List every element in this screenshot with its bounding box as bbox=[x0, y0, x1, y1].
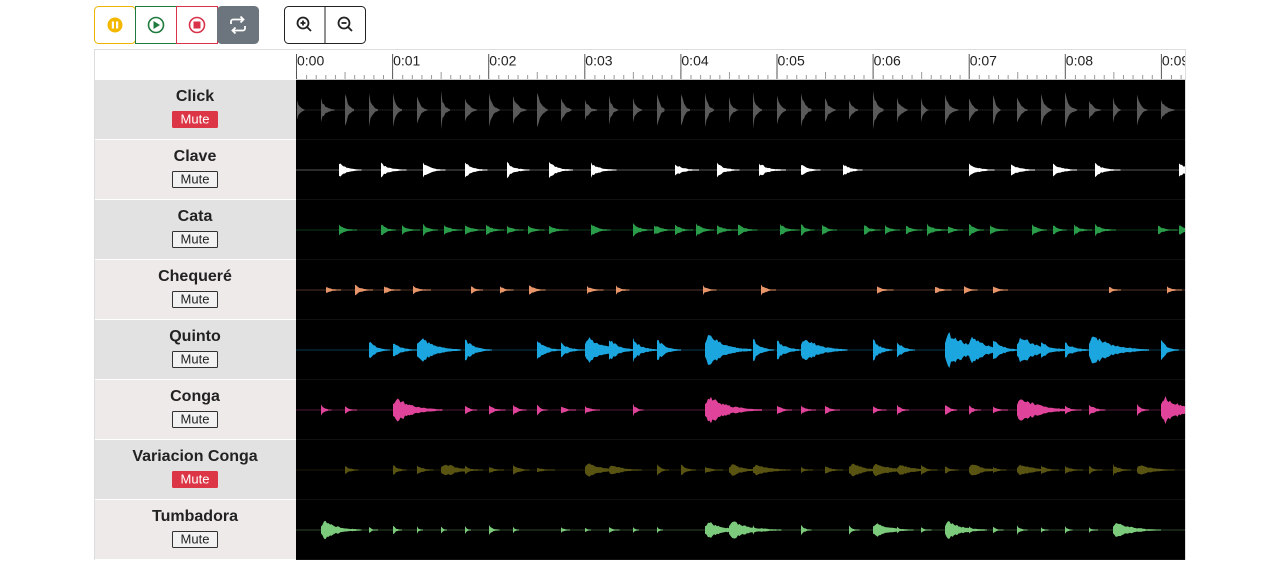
track-name: Conga bbox=[170, 388, 220, 405]
time-label: 0:00 bbox=[297, 53, 324, 69]
track-label-cell bbox=[95, 440, 296, 500]
mute-label: Mute bbox=[181, 351, 210, 366]
mute-button[interactable] bbox=[172, 111, 218, 128]
mute-label: Mute bbox=[181, 291, 210, 306]
track-label-cell bbox=[95, 320, 296, 380]
stop-icon bbox=[188, 16, 206, 34]
track-name: Click bbox=[176, 88, 214, 105]
timeline: 0:00 0:01 0:02 0:03 0:04 0:05 0:06 0:07 0:08 0:09 bbox=[296, 53, 1189, 80]
waveform bbox=[339, 161, 1185, 179]
mute-button[interactable] bbox=[172, 411, 218, 428]
track-label-cell bbox=[95, 140, 296, 200]
track-label-cell bbox=[95, 380, 296, 440]
waveform bbox=[345, 463, 1185, 477]
mute-button[interactable] bbox=[172, 531, 218, 548]
mute-button[interactable] bbox=[172, 291, 218, 308]
zoom-out-button[interactable] bbox=[337, 16, 353, 32]
waveform bbox=[339, 223, 1185, 237]
waveform bbox=[321, 396, 1185, 424]
loop-button[interactable] bbox=[217, 6, 259, 44]
time-label: 0:02 bbox=[489, 53, 516, 69]
waveform bbox=[369, 332, 1179, 368]
mute-label: Mute bbox=[181, 471, 210, 486]
track-label-cell bbox=[95, 260, 296, 320]
track-name: Quinto bbox=[169, 328, 221, 345]
time-label: 0:08 bbox=[1066, 53, 1093, 69]
time-label: 0:05 bbox=[778, 53, 805, 69]
track-label-cell bbox=[95, 500, 296, 560]
time-label: 0:06 bbox=[874, 53, 901, 69]
mute-label: Mute bbox=[181, 111, 210, 126]
time-label: 0:03 bbox=[585, 53, 612, 69]
time-label: 0:07 bbox=[970, 53, 997, 69]
mute-label: Mute bbox=[181, 171, 210, 186]
track-name: Tumbadora bbox=[152, 508, 238, 525]
waveform bbox=[321, 520, 1185, 540]
pause-icon bbox=[107, 17, 123, 33]
mute-button[interactable] bbox=[172, 351, 218, 368]
time-label: 0:01 bbox=[393, 53, 420, 69]
track-labels: Click Mute Clave Mute Cata Mute Chequeré Mute Qu… bbox=[95, 80, 296, 560]
track-name: Cata bbox=[178, 208, 213, 225]
play-icon bbox=[147, 16, 165, 34]
track-name: Chequeré bbox=[158, 268, 232, 285]
zoom-in-button[interactable] bbox=[296, 16, 312, 32]
waveform bbox=[297, 90, 1185, 130]
mute-label: Mute bbox=[181, 231, 210, 246]
track-label-cell bbox=[95, 80, 296, 140]
mute-label: Mute bbox=[181, 531, 210, 546]
time-label: 0:04 bbox=[681, 53, 708, 69]
zoom bbox=[284, 6, 366, 44]
mute-button[interactable] bbox=[172, 171, 218, 188]
waveforms bbox=[296, 90, 1185, 560]
mute-button[interactable] bbox=[172, 471, 218, 488]
loop-icon bbox=[230, 15, 246, 35]
track-name: Variacion Conga bbox=[132, 448, 257, 465]
track-label-cell bbox=[95, 200, 296, 260]
mute-label: Mute bbox=[181, 411, 210, 426]
mute-button[interactable] bbox=[172, 231, 218, 248]
track-name: Clave bbox=[174, 148, 217, 165]
time-label: 0:09 bbox=[1162, 53, 1189, 69]
transport bbox=[94, 6, 259, 44]
